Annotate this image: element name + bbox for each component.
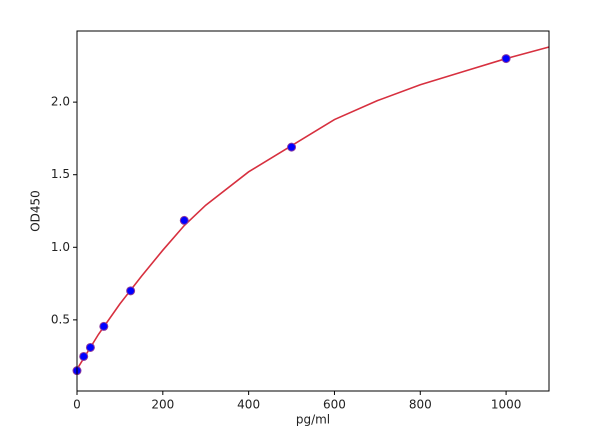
x-axis-label: pg/ml — [296, 413, 330, 427]
data-point — [85, 342, 95, 352]
y-tick-label: 2.0 — [51, 95, 70, 109]
x-tick-label: 400 — [237, 398, 260, 412]
y-tick-label: 0.5 — [51, 312, 70, 326]
y-axis-label: OD450 — [29, 190, 43, 232]
data-point — [501, 54, 511, 64]
x-tick-label: 0 — [73, 398, 81, 412]
x-tick-label: 600 — [323, 398, 346, 412]
y-tick-label: 1.5 — [51, 167, 70, 181]
data-point — [179, 215, 189, 225]
fit-curve — [76, 46, 550, 370]
x-tick-label: 200 — [151, 398, 174, 412]
x-tick-label: 1000 — [491, 398, 522, 412]
data-point — [126, 286, 136, 296]
data-point — [287, 142, 297, 152]
data-point — [99, 321, 109, 331]
y-tick-label: 1.0 — [51, 240, 70, 254]
plot-frame — [76, 30, 550, 392]
data-point — [79, 351, 89, 361]
x-tick-label: 800 — [409, 398, 432, 412]
